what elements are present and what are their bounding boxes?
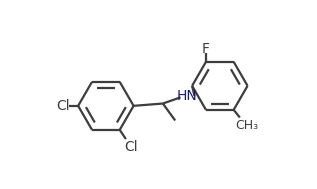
Text: Cl: Cl <box>125 140 138 154</box>
Text: CH₃: CH₃ <box>235 119 258 132</box>
Text: F: F <box>202 43 210 57</box>
Text: HN: HN <box>176 89 197 103</box>
Text: Cl: Cl <box>56 99 69 113</box>
